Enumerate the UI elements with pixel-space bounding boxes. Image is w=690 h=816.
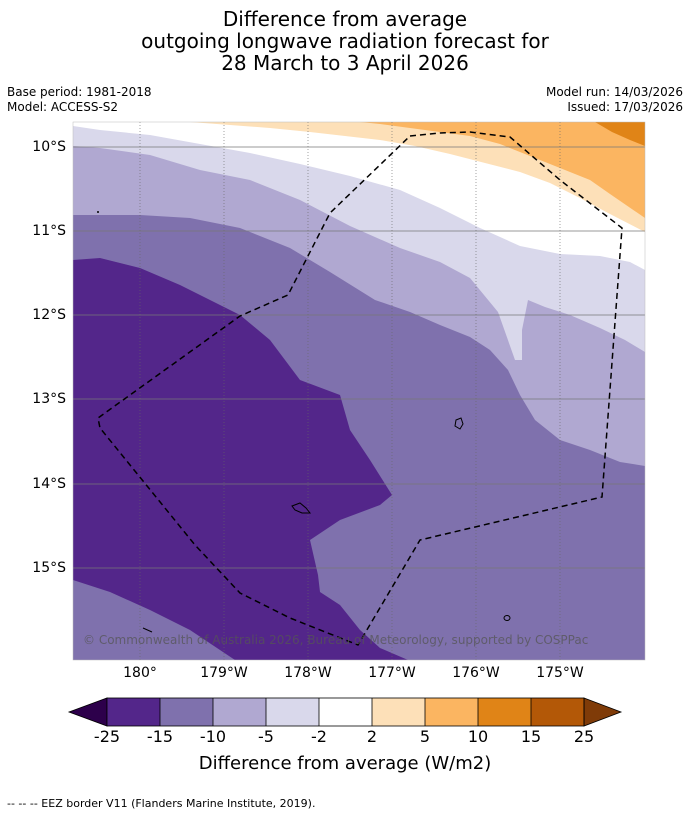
map-frame <box>72 121 646 661</box>
title-line-2: outgoing longwave radiation forecast for <box>141 29 549 53</box>
island-dot <box>97 211 99 213</box>
model-name: Model: ACCESS-S2 <box>7 100 119 114</box>
eez-footnote: -- -- -- EEZ border V11 (Flanders Marine… <box>7 797 316 810</box>
colorbar-extend-high <box>583 697 623 727</box>
band-5-10 <box>360 122 645 218</box>
colorbar-segment <box>425 698 478 726</box>
copyright-notice: © Commonwealth of Australia 2026, Bureau… <box>83 633 589 647</box>
lat-label: 15°S <box>32 560 66 576</box>
colorbar-tick: 10 <box>467 727 489 746</box>
colorbar-tick: 2 <box>366 727 378 746</box>
colorbar-segment <box>319 698 372 726</box>
colorbar-tick: 15 <box>520 727 542 746</box>
lat-label: 13°S <box>32 391 66 407</box>
lat-label: 12°S <box>32 307 66 323</box>
colorbar-tick: -15 <box>146 727 174 746</box>
lon-label: 178°W <box>284 665 332 681</box>
colorbar-tick: -5 <box>258 727 274 746</box>
band-m15-m10-lower <box>73 580 235 660</box>
island-small-west <box>142 627 153 633</box>
forecast-map <box>72 121 646 661</box>
colorbar-segment <box>372 698 425 726</box>
title-line-3: 28 March to 3 April 2026 <box>221 51 469 75</box>
band-m25-m15 <box>73 258 408 660</box>
island-wallis <box>454 417 464 430</box>
colorbar-label: Difference from average (W/m2) <box>198 753 492 774</box>
meta-left: Base period: 1981-2018 Model: ACCESS-S2 <box>7 85 152 115</box>
meta-right: Model run: 14/03/2026 Issued: 17/03/2026 <box>546 85 683 115</box>
lon-label: 179°W <box>200 665 248 681</box>
lat-label: 11°S <box>32 223 66 239</box>
colorbar-tick: 25 <box>573 727 595 746</box>
chart-title: Difference from average outgoing longwav… <box>0 8 690 74</box>
colorbar-segment <box>213 698 266 726</box>
lat-label: 14°S <box>32 476 66 492</box>
colorbar-segment <box>478 698 531 726</box>
colorbar-tick: 5 <box>419 727 431 746</box>
colorbar-segment <box>160 698 213 726</box>
island-small-east <box>503 615 511 621</box>
colorbar-tick: -25 <box>93 727 121 746</box>
model-run: Model run: 14/03/2026 <box>545 85 683 99</box>
lon-label: 175°W <box>536 665 584 681</box>
eez-border <box>97 131 623 646</box>
colorbar-tick: -2 <box>311 727 327 746</box>
latitude-lines <box>73 146 645 569</box>
colorbar-tick: -10 <box>199 727 227 746</box>
base-period: Base period: 1981-2018 <box>7 85 152 99</box>
lat-label: 10°S <box>32 139 66 155</box>
lon-label: 180° <box>123 665 157 681</box>
band-10-15 <box>595 122 645 146</box>
title-line-1: Difference from average <box>222 7 468 31</box>
colorbar <box>67 697 623 727</box>
colorbar-extend-low <box>67 697 108 727</box>
colorbar-segment <box>531 698 584 726</box>
colorbar-segment <box>266 698 319 726</box>
island-futuna <box>291 502 312 514</box>
colorbar-segment <box>107 698 160 726</box>
issued-date: Issued: 17/03/2026 <box>567 100 683 114</box>
lon-label: 177°W <box>368 665 416 681</box>
lon-label: 176°W <box>452 665 500 681</box>
